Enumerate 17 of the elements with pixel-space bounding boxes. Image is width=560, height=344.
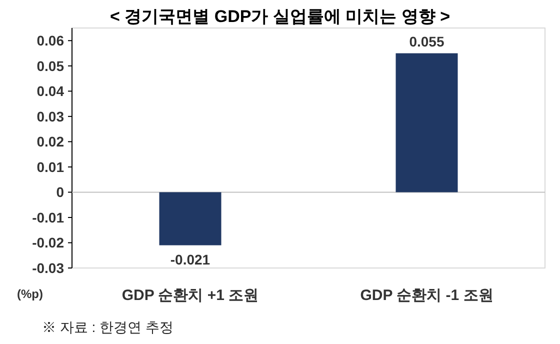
y-tick-label: 0.04 bbox=[36, 83, 64, 100]
y-tick-label: -0.03 bbox=[32, 260, 64, 276]
text: ※ 자료 : 한경연 추정 bbox=[42, 319, 174, 335]
y-tick-label: -0.01 bbox=[32, 209, 64, 226]
y-tick-label: -0.02 bbox=[32, 234, 64, 251]
y-tick-label: 0.05 bbox=[36, 58, 64, 74]
y-tick-label: 0 bbox=[56, 184, 64, 200]
data-label: -0.021 bbox=[170, 251, 210, 268]
y-tick-label: 0.01 bbox=[36, 158, 64, 175]
chart-title: < 경기국면별 GDP가 실업률에 미치는 영향 > bbox=[110, 7, 450, 26]
y-tick-label: 0.06 bbox=[36, 32, 64, 49]
x-tick-label: GDP 순환치 +1 조원 bbox=[122, 287, 259, 304]
y-tick-label: 0.03 bbox=[36, 108, 64, 124]
x-tick-label: GDP 순환치 -1 조원 bbox=[360, 287, 494, 304]
y-tick-label: 0.02 bbox=[36, 134, 64, 150]
y-axis-title: (%p) bbox=[17, 287, 43, 301]
data-label: 0.055 bbox=[409, 33, 444, 50]
